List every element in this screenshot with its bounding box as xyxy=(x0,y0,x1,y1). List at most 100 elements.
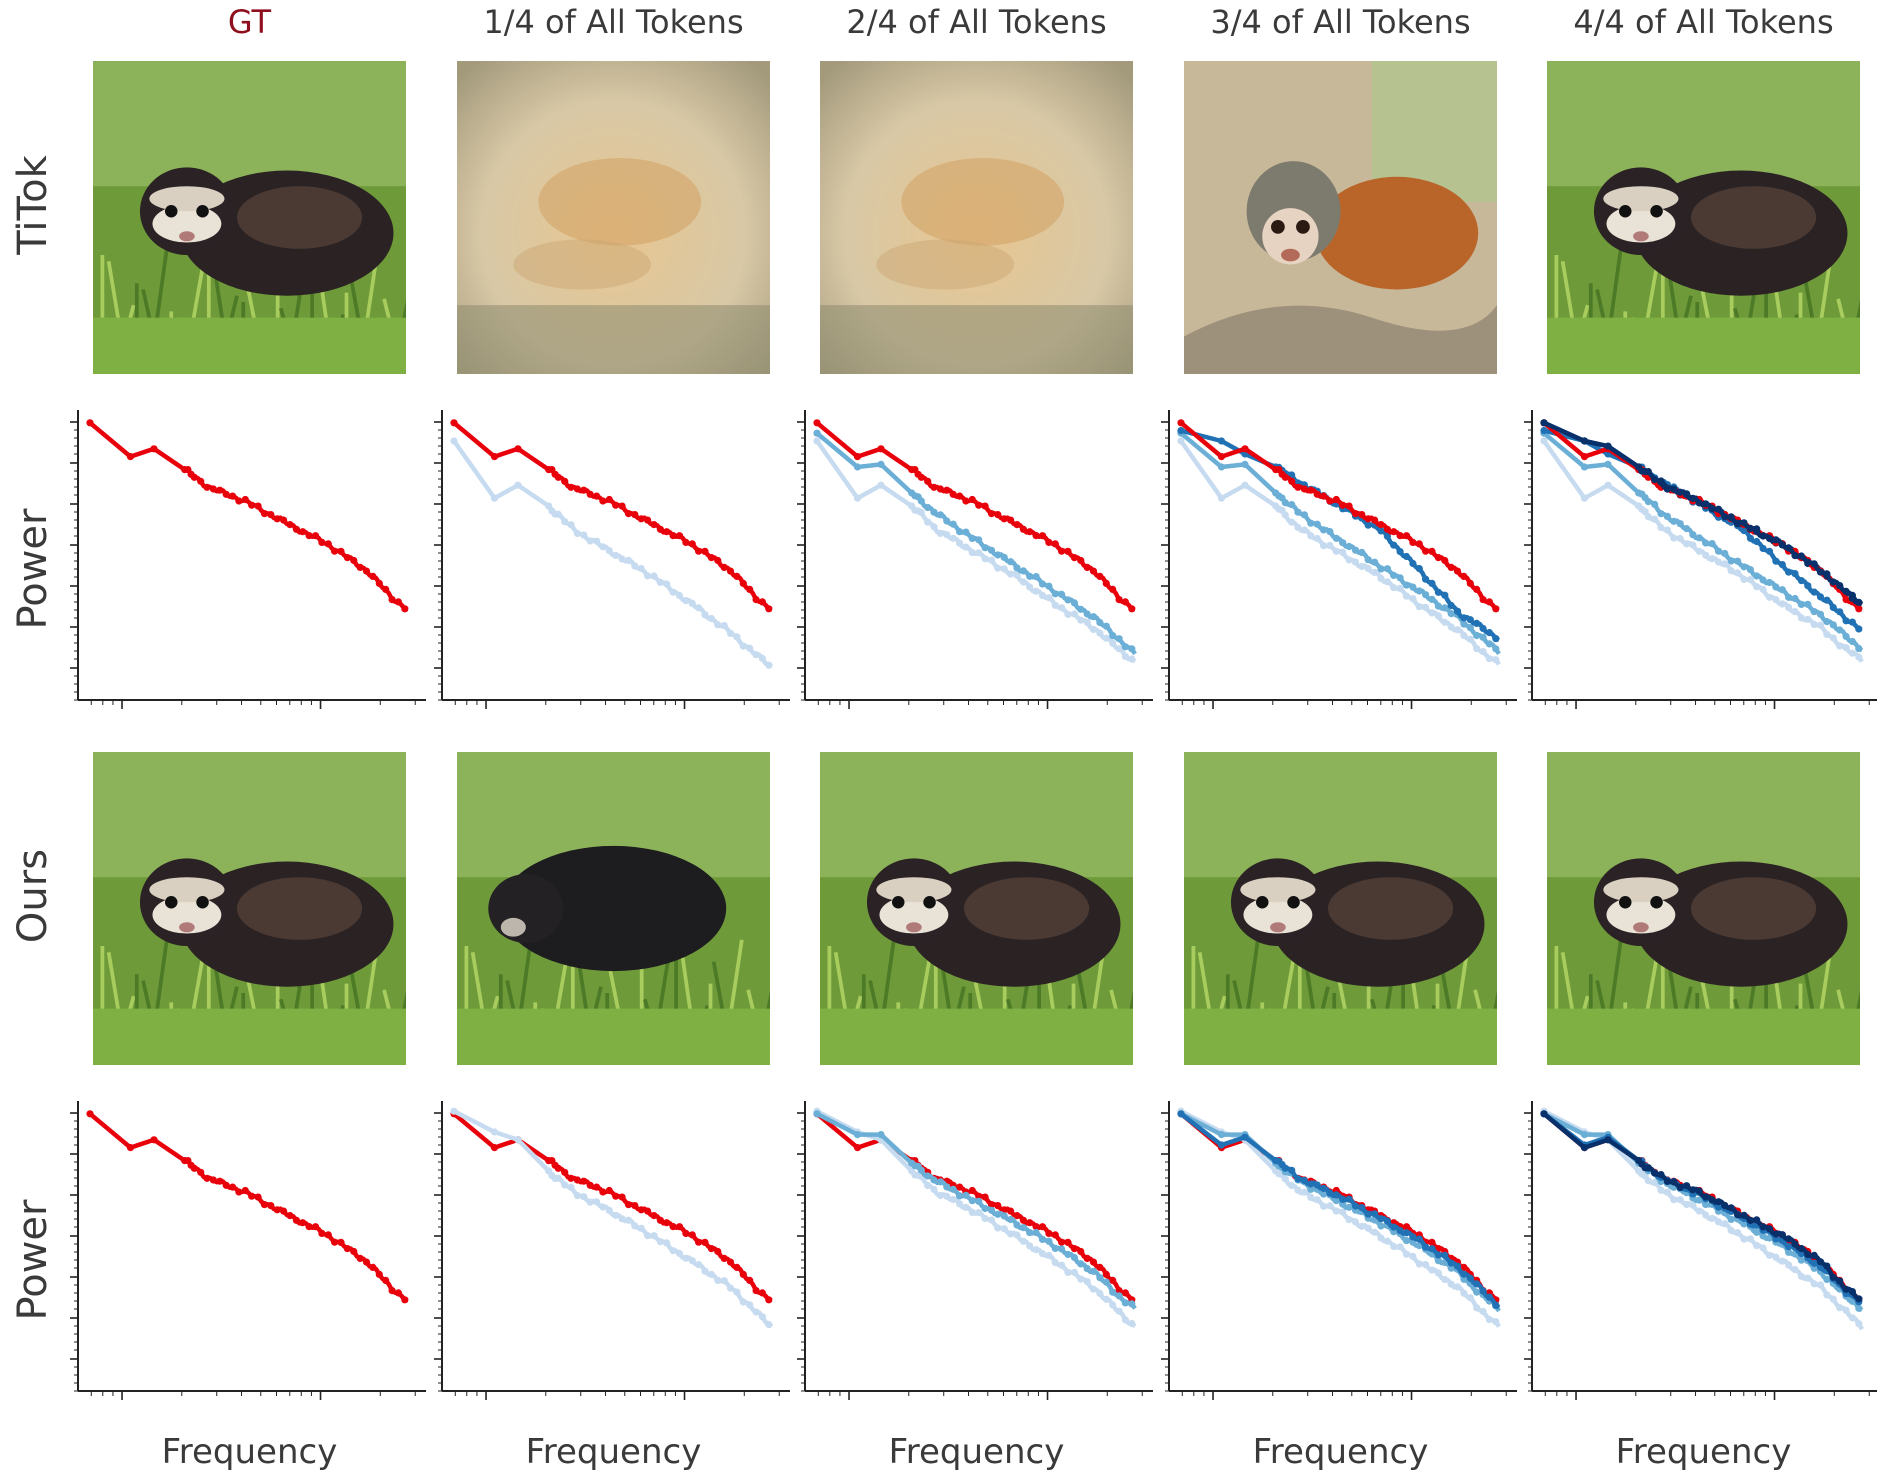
data-point xyxy=(1540,1110,1548,1118)
data-point xyxy=(1409,1252,1417,1260)
data-point xyxy=(981,1193,989,1201)
data-point xyxy=(126,1144,135,1152)
data-point xyxy=(1313,534,1321,543)
data-point xyxy=(248,501,256,509)
data-point xyxy=(1332,1197,1340,1205)
data-point xyxy=(1772,1253,1780,1261)
data-point xyxy=(1657,510,1665,518)
data-point xyxy=(1540,419,1548,427)
data-point xyxy=(1460,1270,1468,1278)
data-point xyxy=(936,1178,945,1186)
data-point xyxy=(1540,427,1548,435)
data-point xyxy=(235,1188,243,1196)
data-point xyxy=(987,509,996,518)
data-point xyxy=(765,605,773,613)
data-point xyxy=(1676,534,1684,543)
data-point xyxy=(1281,1164,1289,1172)
data-point xyxy=(490,494,499,502)
data-point xyxy=(650,572,658,580)
data-point xyxy=(1307,1185,1315,1193)
data-point xyxy=(1390,571,1398,580)
data-point xyxy=(1019,1216,1027,1224)
data-point xyxy=(981,544,989,552)
data-point xyxy=(1383,1237,1391,1245)
data-point xyxy=(1307,1193,1315,1201)
data-point xyxy=(1320,1184,1328,1192)
data-point xyxy=(1797,577,1805,585)
data-point xyxy=(1683,525,1691,533)
data-point xyxy=(305,1223,313,1231)
data-point xyxy=(1753,527,1761,536)
data-point xyxy=(567,1183,575,1191)
data-point xyxy=(1300,526,1308,534)
data-point xyxy=(1032,1228,1040,1237)
data-point xyxy=(1842,1306,1850,1314)
data-point xyxy=(1320,492,1328,500)
data-point xyxy=(1364,1224,1372,1232)
data-point xyxy=(1765,534,1774,543)
data-point xyxy=(554,510,562,518)
data-point xyxy=(1000,553,1008,562)
data-point xyxy=(975,1209,983,1217)
data-point xyxy=(1785,568,1793,576)
data-point xyxy=(1377,565,1385,573)
data-point xyxy=(726,629,735,638)
data-point xyxy=(1038,532,1047,540)
data-point xyxy=(286,521,294,529)
data-point xyxy=(1032,1223,1040,1231)
data-point xyxy=(733,572,741,581)
data-point xyxy=(1415,565,1423,573)
data-point xyxy=(1109,632,1117,640)
data-point xyxy=(1765,1225,1774,1233)
data-point xyxy=(701,1267,709,1275)
data-point xyxy=(994,1210,1002,1218)
data-point xyxy=(1096,629,1104,637)
data-point xyxy=(593,1183,601,1191)
data-point xyxy=(1441,1275,1449,1284)
data-point xyxy=(490,1128,499,1136)
data-point xyxy=(382,1276,390,1284)
data-point xyxy=(1377,527,1385,535)
data-point xyxy=(318,538,326,547)
data-point xyxy=(1714,1198,1723,1206)
data-point xyxy=(1300,1188,1308,1196)
data-point xyxy=(624,1216,633,1224)
data-point xyxy=(765,1296,773,1304)
data-point xyxy=(1051,1259,1059,1267)
data-point xyxy=(586,1198,594,1206)
data-point xyxy=(720,563,728,572)
data-point xyxy=(1460,614,1468,622)
data-point xyxy=(1428,595,1436,604)
data-point xyxy=(813,437,821,445)
data-point xyxy=(1013,521,1021,529)
data-point xyxy=(1422,547,1430,555)
data-point xyxy=(1466,635,1474,643)
data-point xyxy=(746,585,754,594)
data-point xyxy=(1727,1204,1735,1212)
data-point xyxy=(1434,612,1442,620)
data-point xyxy=(1842,632,1850,641)
data-point xyxy=(1351,546,1360,554)
data-point xyxy=(962,528,970,536)
data-point xyxy=(450,437,458,445)
data-point xyxy=(273,1206,281,1214)
titok-image-2 xyxy=(457,61,770,374)
data-point xyxy=(573,1192,582,1200)
data-point xyxy=(1727,514,1735,522)
data-point xyxy=(1695,1207,1703,1215)
data-point xyxy=(1102,1295,1110,1303)
data-point xyxy=(675,1223,684,1231)
data-point xyxy=(362,567,371,575)
data-point xyxy=(1746,534,1754,542)
data-point xyxy=(1102,1270,1110,1278)
data-point xyxy=(318,1229,326,1237)
data-point xyxy=(324,1231,332,1239)
data-point xyxy=(1772,1230,1780,1238)
data-point xyxy=(1848,618,1856,626)
data-point xyxy=(1644,468,1652,476)
data-point xyxy=(1816,593,1825,601)
data-point xyxy=(369,1263,377,1271)
data-point xyxy=(631,562,639,570)
data-point xyxy=(1326,528,1334,536)
data-point xyxy=(241,495,249,504)
